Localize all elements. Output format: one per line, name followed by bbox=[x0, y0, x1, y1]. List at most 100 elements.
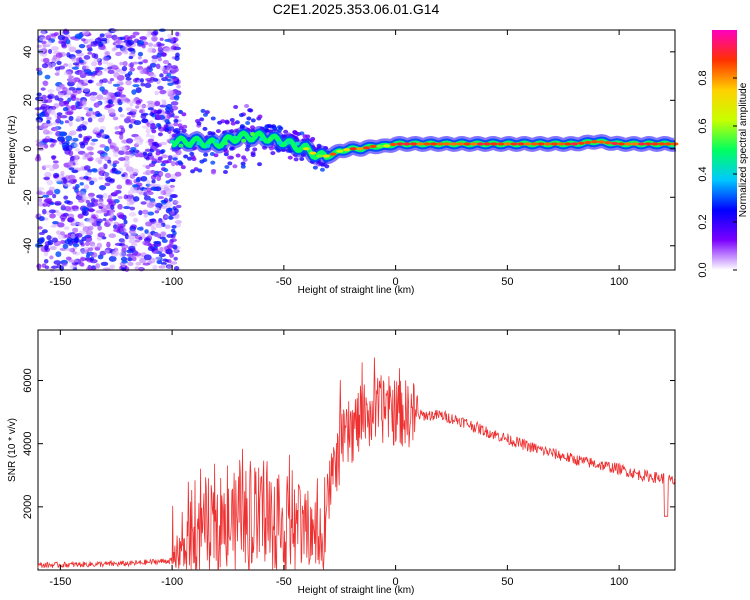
spectrogram-cell bbox=[183, 154, 189, 159]
spectrogram-cell bbox=[48, 209, 56, 214]
spectrogram-cell bbox=[52, 193, 57, 199]
spectrogram-cell bbox=[169, 184, 175, 188]
spectrogram-cell bbox=[125, 182, 133, 186]
spectrogram-cell bbox=[160, 231, 167, 237]
spectrogram-cell bbox=[139, 36, 148, 40]
spectrogram-cell bbox=[163, 197, 169, 204]
spectrogram-cell bbox=[159, 89, 167, 95]
spectrogram-cell bbox=[152, 265, 158, 270]
spectrogram-cell bbox=[123, 219, 128, 225]
spectrogram-cell bbox=[68, 46, 77, 53]
spectrogram-cell bbox=[55, 52, 63, 59]
spectrogram-ridge-core bbox=[322, 154, 330, 158]
spectrogram-cell bbox=[83, 184, 90, 190]
spectrogram-cell bbox=[156, 41, 162, 48]
spectrogram-cell bbox=[121, 260, 128, 264]
spectrogram-cell bbox=[173, 94, 180, 101]
spectrogram-ridge-core bbox=[214, 139, 220, 144]
spectrogram-cell bbox=[54, 200, 62, 206]
spectrogram-cell bbox=[257, 162, 263, 167]
spectrogram-cell bbox=[147, 246, 155, 252]
spectrogram-cell bbox=[120, 238, 126, 244]
spectrogram-cell bbox=[113, 146, 119, 152]
spectrogram-cell bbox=[154, 90, 159, 96]
spectrogram-cell bbox=[104, 99, 109, 105]
spectrogram-cell bbox=[245, 120, 251, 125]
spectrogram-cell bbox=[58, 84, 65, 89]
spectrogram-cell bbox=[98, 42, 104, 48]
spectrogram-cell bbox=[75, 128, 83, 132]
spectrogram-cell bbox=[324, 164, 330, 169]
snr-x-tick-label: 0 bbox=[393, 576, 399, 588]
spectrogram-cell bbox=[109, 78, 115, 82]
spectrogram-cell bbox=[138, 210, 143, 216]
spectrogram-cell bbox=[64, 111, 73, 116]
spectrogram-cell bbox=[112, 224, 118, 230]
spectrogram-cell bbox=[235, 153, 241, 158]
spectrogram-cell bbox=[165, 189, 172, 195]
spectrogram-cell bbox=[166, 72, 172, 77]
spectrogram-ridge-core bbox=[651, 142, 659, 146]
spectrogram-cell bbox=[202, 126, 208, 131]
spectrogram-x-tick-label: -100 bbox=[161, 276, 183, 288]
spectrogram-cell bbox=[132, 149, 140, 154]
spectrogram-cell bbox=[91, 61, 98, 67]
snr-x-tick-label: -100 bbox=[161, 576, 183, 588]
spectrogram-cell bbox=[103, 67, 108, 72]
spectrogram-cell bbox=[128, 55, 134, 60]
spectrogram-cell bbox=[129, 51, 136, 58]
spectrogram-cell bbox=[168, 197, 173, 202]
spectrogram-cell bbox=[156, 115, 162, 120]
spectrogram-cell bbox=[172, 244, 178, 250]
spectrogram-cell bbox=[83, 165, 91, 171]
spectrogram-cell bbox=[41, 208, 47, 215]
spectrogram-cell bbox=[135, 87, 142, 94]
spectrogram-cell bbox=[150, 174, 157, 180]
spectrogram-cell bbox=[115, 39, 124, 44]
spectrogram-cell bbox=[55, 251, 62, 258]
spectrogram-ridge-core bbox=[570, 142, 578, 146]
spectrogram-cell bbox=[108, 217, 114, 222]
spectrogram-ridge-core bbox=[403, 142, 411, 146]
spectrogram-cell bbox=[83, 135, 88, 142]
spectrogram-cell bbox=[98, 185, 107, 191]
spectrogram-cell bbox=[63, 195, 69, 200]
spectrogram-cell bbox=[174, 171, 182, 177]
spectrogram-cell bbox=[154, 207, 160, 211]
spectrogram-cell bbox=[136, 151, 143, 158]
spectrogram-cell bbox=[97, 150, 105, 155]
spectrogram-cell bbox=[139, 108, 145, 114]
spectrogram-cell bbox=[80, 82, 89, 86]
spectrogram-cell bbox=[49, 255, 54, 260]
spectrogram-cell bbox=[101, 114, 106, 120]
spectrogram-cell bbox=[110, 204, 115, 210]
spectrogram-cell bbox=[97, 61, 103, 66]
spectrogram-cell bbox=[82, 88, 90, 93]
spectrogram-cell bbox=[110, 251, 119, 257]
spectrogram-ridge-core bbox=[617, 142, 625, 146]
spectrogram-cell bbox=[97, 225, 102, 231]
spectrogram-cell bbox=[96, 209, 102, 214]
spectrogram-cell bbox=[132, 31, 140, 36]
spectrogram-cell bbox=[172, 76, 178, 82]
spectrogram-cell bbox=[135, 177, 141, 183]
spectrogram-cell bbox=[153, 43, 158, 48]
spectrogram-cell bbox=[72, 62, 80, 66]
spectrogram-x-label: Height of straight line (km) bbox=[298, 285, 415, 296]
spectrogram-cell bbox=[49, 144, 55, 148]
spectrogram-cell bbox=[42, 80, 49, 87]
spectrogram-cell bbox=[137, 51, 144, 57]
spectrogram-cell bbox=[173, 118, 179, 123]
spectrogram-cell bbox=[68, 248, 73, 252]
spectrogram-cell bbox=[63, 28, 69, 34]
spectrogram-cell bbox=[36, 190, 43, 196]
spectrogram-cell bbox=[164, 110, 171, 115]
spectrogram-cell bbox=[60, 171, 65, 176]
spectrogram-cell bbox=[199, 117, 205, 122]
snr-y-tick-label: 4000 bbox=[22, 431, 34, 455]
spectrogram-cell bbox=[164, 38, 172, 43]
spectrogram-x-tick-label: 0 bbox=[393, 276, 399, 288]
spectrogram-cell bbox=[204, 110, 210, 115]
spectrogram-ridge-core bbox=[557, 142, 565, 146]
spectrogram-cell bbox=[257, 114, 263, 119]
